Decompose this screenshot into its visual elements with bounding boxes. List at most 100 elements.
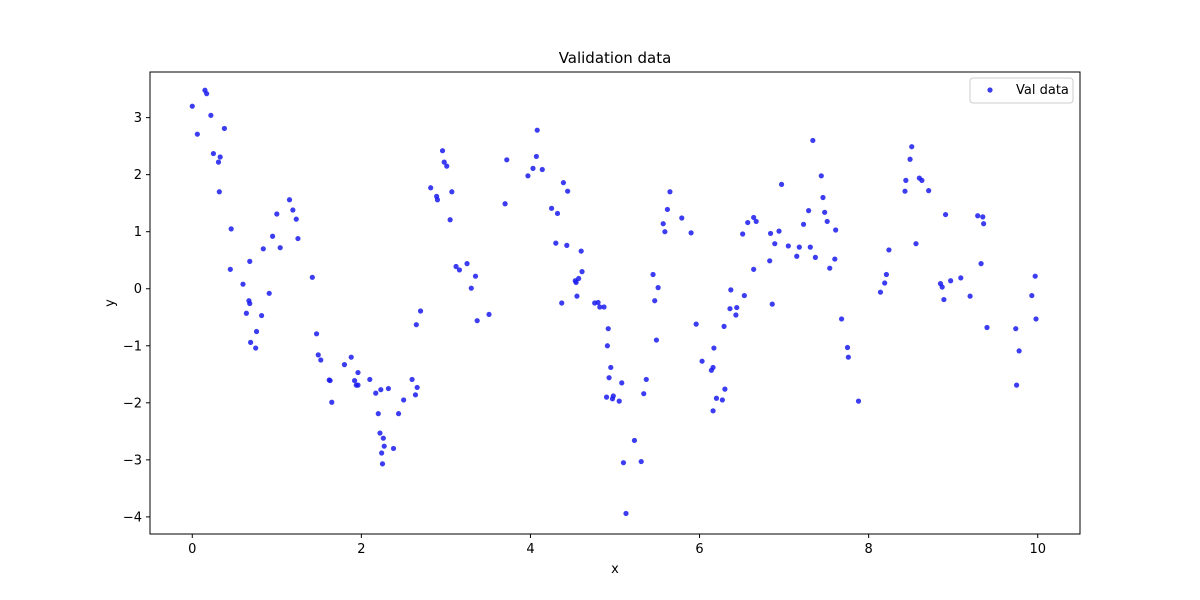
data-point (845, 354, 851, 360)
data-point (913, 241, 919, 247)
data-point (548, 205, 555, 211)
data-point (313, 331, 320, 337)
data-point (711, 345, 717, 351)
data-point (539, 166, 545, 173)
data-point (240, 281, 246, 287)
data-point (643, 376, 649, 383)
data-point (660, 221, 666, 227)
data-point (710, 408, 716, 414)
data-point (286, 197, 293, 203)
data-point (227, 266, 233, 272)
data-point (751, 266, 757, 272)
data-point (728, 287, 734, 293)
data-point (474, 318, 480, 324)
data-point (948, 278, 954, 284)
legend-marker (987, 87, 993, 93)
data-point (576, 275, 582, 282)
data-point (769, 301, 775, 307)
data-point (603, 394, 610, 400)
data-point (417, 308, 424, 314)
data-point (355, 382, 361, 388)
y-axis: −4 −3 −2 −1 0 1 2 3 (123, 111, 150, 525)
data-point (216, 189, 222, 195)
data-point (208, 112, 214, 118)
data-point (444, 163, 450, 169)
x-tick-label: 10 (1029, 542, 1046, 557)
data-point (385, 385, 392, 392)
data-point (767, 258, 773, 264)
data-point (259, 312, 265, 319)
data-point (595, 299, 601, 306)
data-point (228, 226, 234, 232)
data-point (978, 261, 984, 267)
data-point (722, 386, 728, 392)
data-point (1033, 316, 1039, 322)
x-tick-label: 2 (357, 542, 365, 557)
data-point (564, 242, 570, 248)
y-tick-label: −1 (123, 339, 142, 354)
data-point (778, 181, 785, 187)
data-point (745, 219, 751, 226)
data-point (638, 458, 644, 465)
data-point (623, 510, 629, 517)
data-point (939, 284, 945, 290)
x-axis-label: x (611, 562, 619, 577)
data-point (468, 285, 474, 291)
data-point (453, 263, 459, 270)
data-point (530, 165, 536, 171)
data-point (573, 279, 579, 286)
data-point (533, 153, 539, 160)
data-point (604, 343, 610, 349)
data-point (277, 245, 283, 251)
y-axis-label: y (103, 299, 118, 307)
data-point (741, 292, 747, 299)
data-point (833, 227, 839, 233)
data-point (367, 376, 373, 383)
data-point (958, 275, 964, 281)
data-point (293, 216, 299, 222)
data-point (355, 369, 361, 376)
data-point (820, 194, 826, 201)
data-point (381, 443, 387, 449)
data-point (247, 258, 253, 264)
data-point (269, 233, 276, 239)
data-point (189, 103, 195, 109)
data-point (329, 399, 335, 405)
data-point (981, 221, 987, 227)
data-point (352, 377, 358, 384)
data-point (733, 312, 739, 318)
data-point (395, 411, 402, 417)
data-point (274, 211, 280, 217)
data-point (217, 154, 223, 160)
data-point (844, 344, 851, 351)
legend-label: Val data (1016, 83, 1069, 98)
x-tick-label: 8 (864, 542, 872, 557)
data-point (641, 391, 647, 397)
data-point (439, 148, 446, 154)
data-point (447, 217, 453, 223)
data-point (554, 210, 561, 217)
data-point (578, 248, 584, 254)
data-point (428, 185, 434, 191)
data-point (907, 156, 913, 162)
data-point (941, 296, 947, 303)
data-point (413, 322, 419, 328)
data-point (597, 304, 603, 310)
data-point (204, 91, 210, 97)
data-point (373, 390, 379, 396)
data-point (414, 384, 420, 391)
data-point (713, 395, 720, 401)
data-point (652, 298, 658, 304)
data-point (767, 230, 774, 237)
y-tick-label: 1 (134, 225, 142, 240)
data-point (772, 241, 778, 247)
data-point (221, 125, 227, 132)
data-point (734, 304, 740, 311)
data-point (740, 231, 746, 237)
data-point (679, 215, 685, 221)
data-point (785, 243, 791, 249)
data-point (247, 300, 253, 307)
data-point (664, 206, 671, 213)
data-point (266, 290, 272, 296)
